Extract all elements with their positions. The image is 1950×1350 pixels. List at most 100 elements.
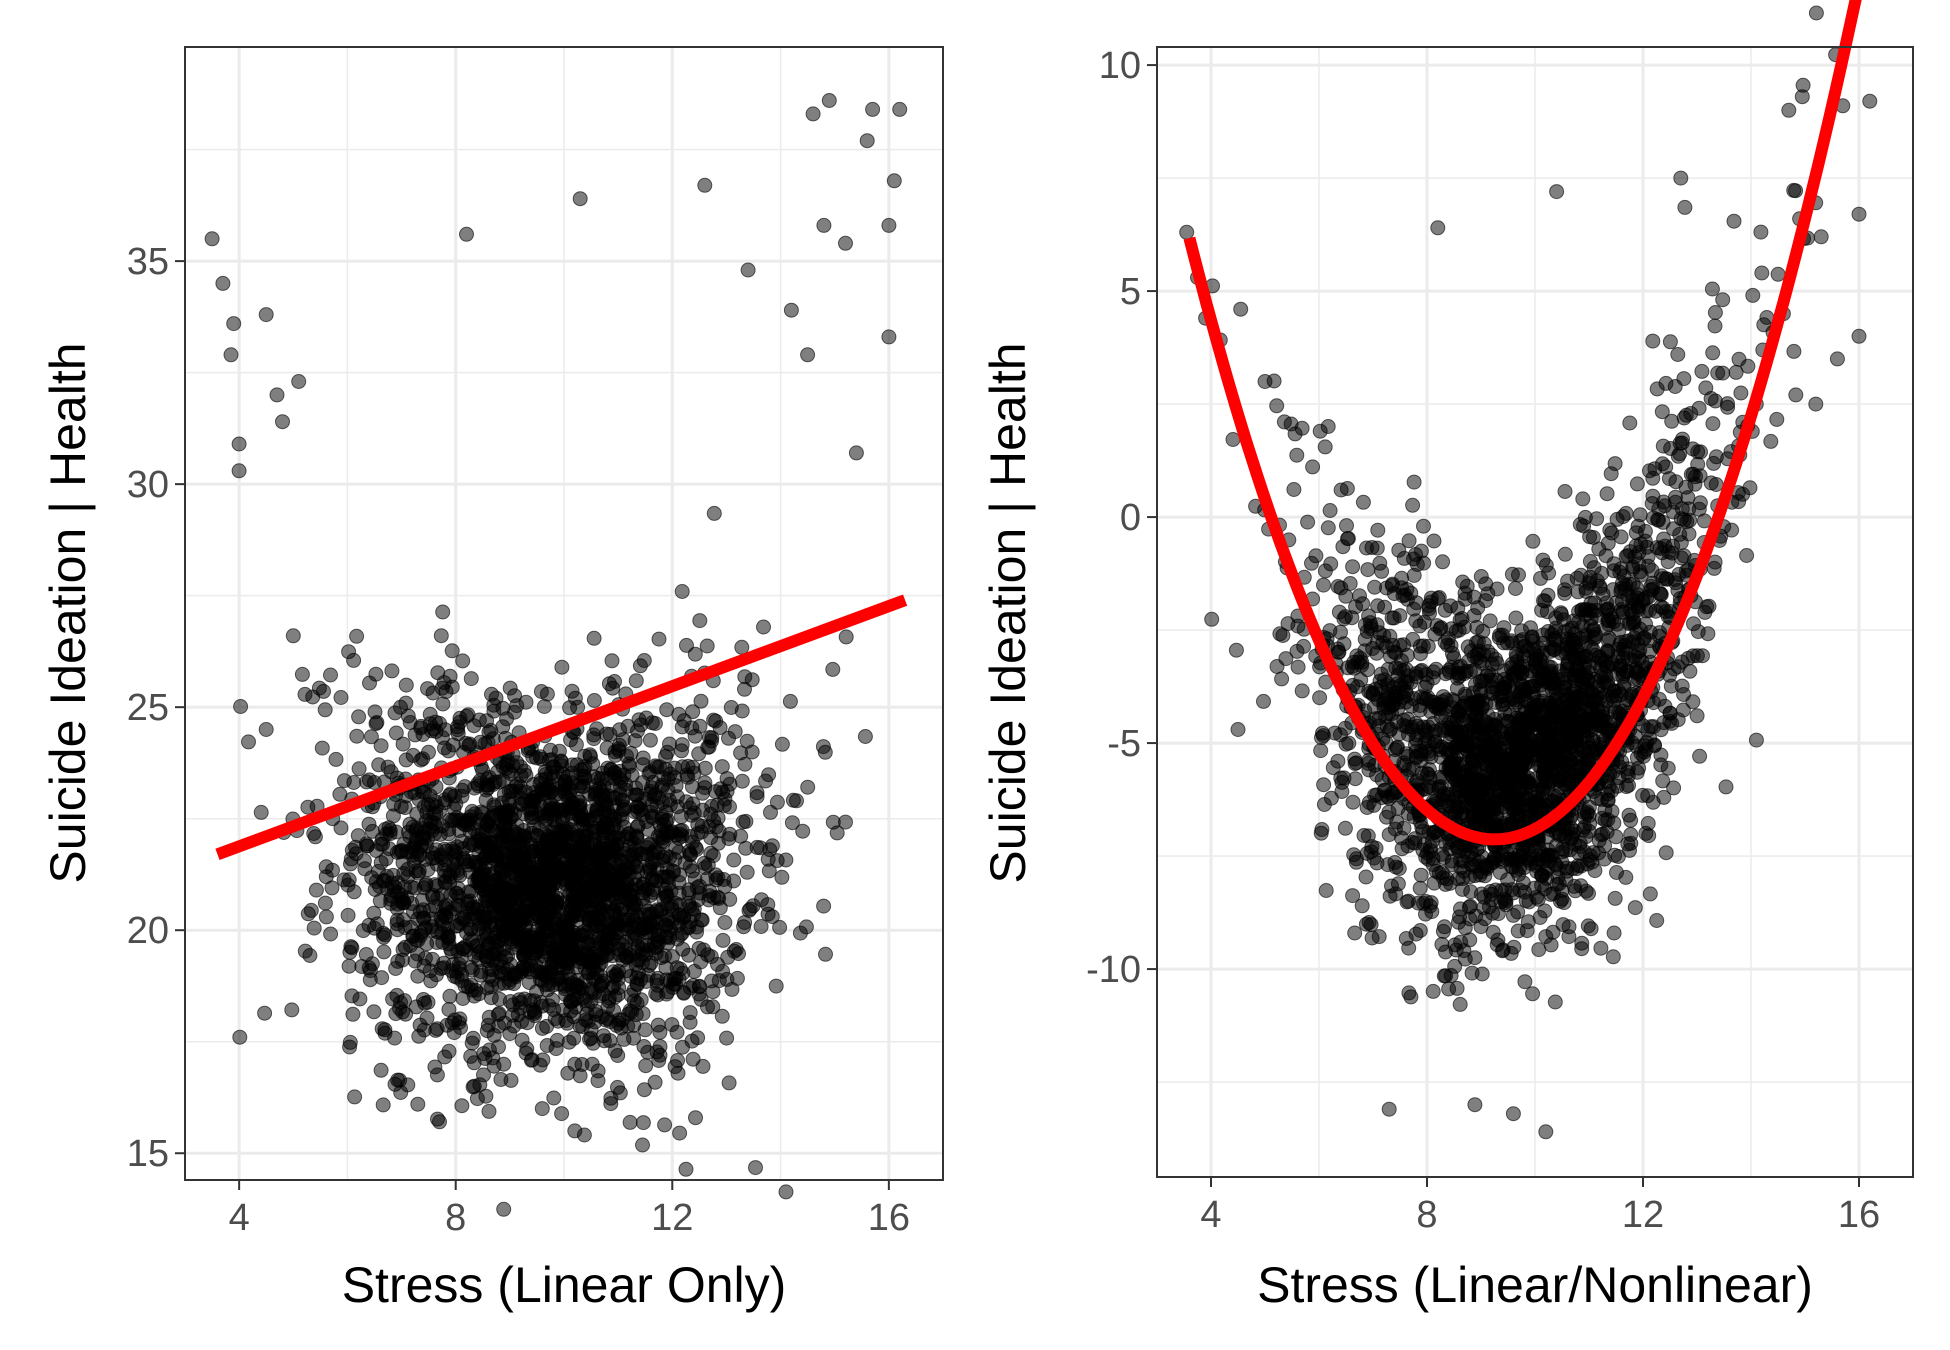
left-data-point [504,922,520,938]
left-data-point [529,828,545,844]
right-data-point [1315,725,1330,741]
left-data-point [223,347,239,363]
left-data-point [800,347,816,363]
left-data-point [450,880,466,896]
left-data-point [753,919,769,934]
left-data-point [721,1075,737,1091]
left-data-point [782,693,798,709]
right-data-point [1638,825,1654,841]
right-data-point [1426,533,1442,549]
left-data-point [462,837,478,853]
left-data-point [546,1090,562,1106]
left-data-point [601,788,617,804]
right-data-point [1529,889,1545,905]
left-data-point [506,855,522,871]
right-data-point [1622,415,1638,431]
left-data-point [554,1106,570,1122]
right-data-point [1623,835,1639,851]
right-data-point [1599,486,1615,502]
left-data-point [596,883,612,899]
left-data-point [818,946,833,962]
right-data-point [1623,812,1639,828]
left-data-point [731,946,746,962]
right-data-point [1318,883,1334,898]
left-data-point [756,619,771,635]
left-data-point [458,735,474,751]
left-data-point [688,840,704,855]
left-data-point [441,743,456,759]
right-data-point [1517,974,1533,990]
left-data-point [441,1002,457,1017]
right-data-point [1531,942,1547,958]
left-data-point [816,898,832,914]
left-data-point [651,631,667,647]
right-data-point [1705,345,1721,361]
right-data-point [1763,433,1779,449]
right-data-point [1642,886,1658,902]
right-data-point [1708,477,1724,492]
left-data-point [614,1012,630,1028]
left-data-point [570,699,586,715]
left-data-point [275,414,290,430]
right-data-point [1413,867,1429,883]
right-data-point [1572,631,1588,646]
right-data-point [1339,518,1354,534]
right-data-point [1770,266,1786,282]
left-data-point [233,699,249,714]
left-data-point [734,773,750,789]
right-data-point [1463,857,1479,872]
right-data-point [1333,482,1349,498]
left-data-point [435,696,451,712]
left-data-point [726,852,742,868]
left-data-point [450,722,466,738]
left-data-point [345,1006,361,1022]
left-data-point [586,693,602,708]
left-data-point [652,1047,668,1063]
left-data-point [760,906,776,922]
left-data-point [573,762,589,778]
left-data-point [323,667,338,683]
left-data-point [705,984,721,1000]
left-data-point [692,885,708,901]
right-data-point [1658,571,1674,587]
left-data-point [428,1022,444,1038]
left-data-point [379,868,395,884]
left-data-point [552,976,568,992]
right-data-point [1692,748,1708,764]
left-data-point [570,850,586,866]
left-data-point [419,1010,435,1026]
left-data-point [534,1101,550,1117]
right-data-point [1451,914,1466,930]
left-data-point [501,792,517,808]
left-data-point [684,901,700,917]
left-data-point [317,702,333,718]
left-data-point [706,505,722,521]
right-data-point [1689,708,1705,724]
left-data-point [388,961,404,976]
left-data-point [686,805,702,821]
left-data-point [657,1117,673,1133]
right-data-point [1575,491,1591,507]
left-data-point [838,629,854,645]
left-data-point [798,919,814,935]
left-data-point [825,661,841,677]
left-data-point [204,231,220,247]
left-data-point [416,958,432,974]
right-data-point [1412,923,1428,938]
left-data-point [678,1161,694,1177]
right-data-point [1438,968,1454,984]
right-data-point [1500,714,1516,730]
right-data-point [1317,439,1333,455]
right-data-point [1571,614,1587,630]
left-data-point [346,884,362,900]
left-data-point [379,826,394,842]
left-data-point [602,1033,618,1049]
left-data-point [363,729,379,745]
left-data-point [410,1096,426,1112]
left-data-point [784,815,800,831]
right-data-point [1718,779,1734,795]
left-data-point [427,1059,443,1075]
left-data-point [582,1031,597,1047]
left-data-point [536,699,552,714]
left-data-point [563,732,579,748]
